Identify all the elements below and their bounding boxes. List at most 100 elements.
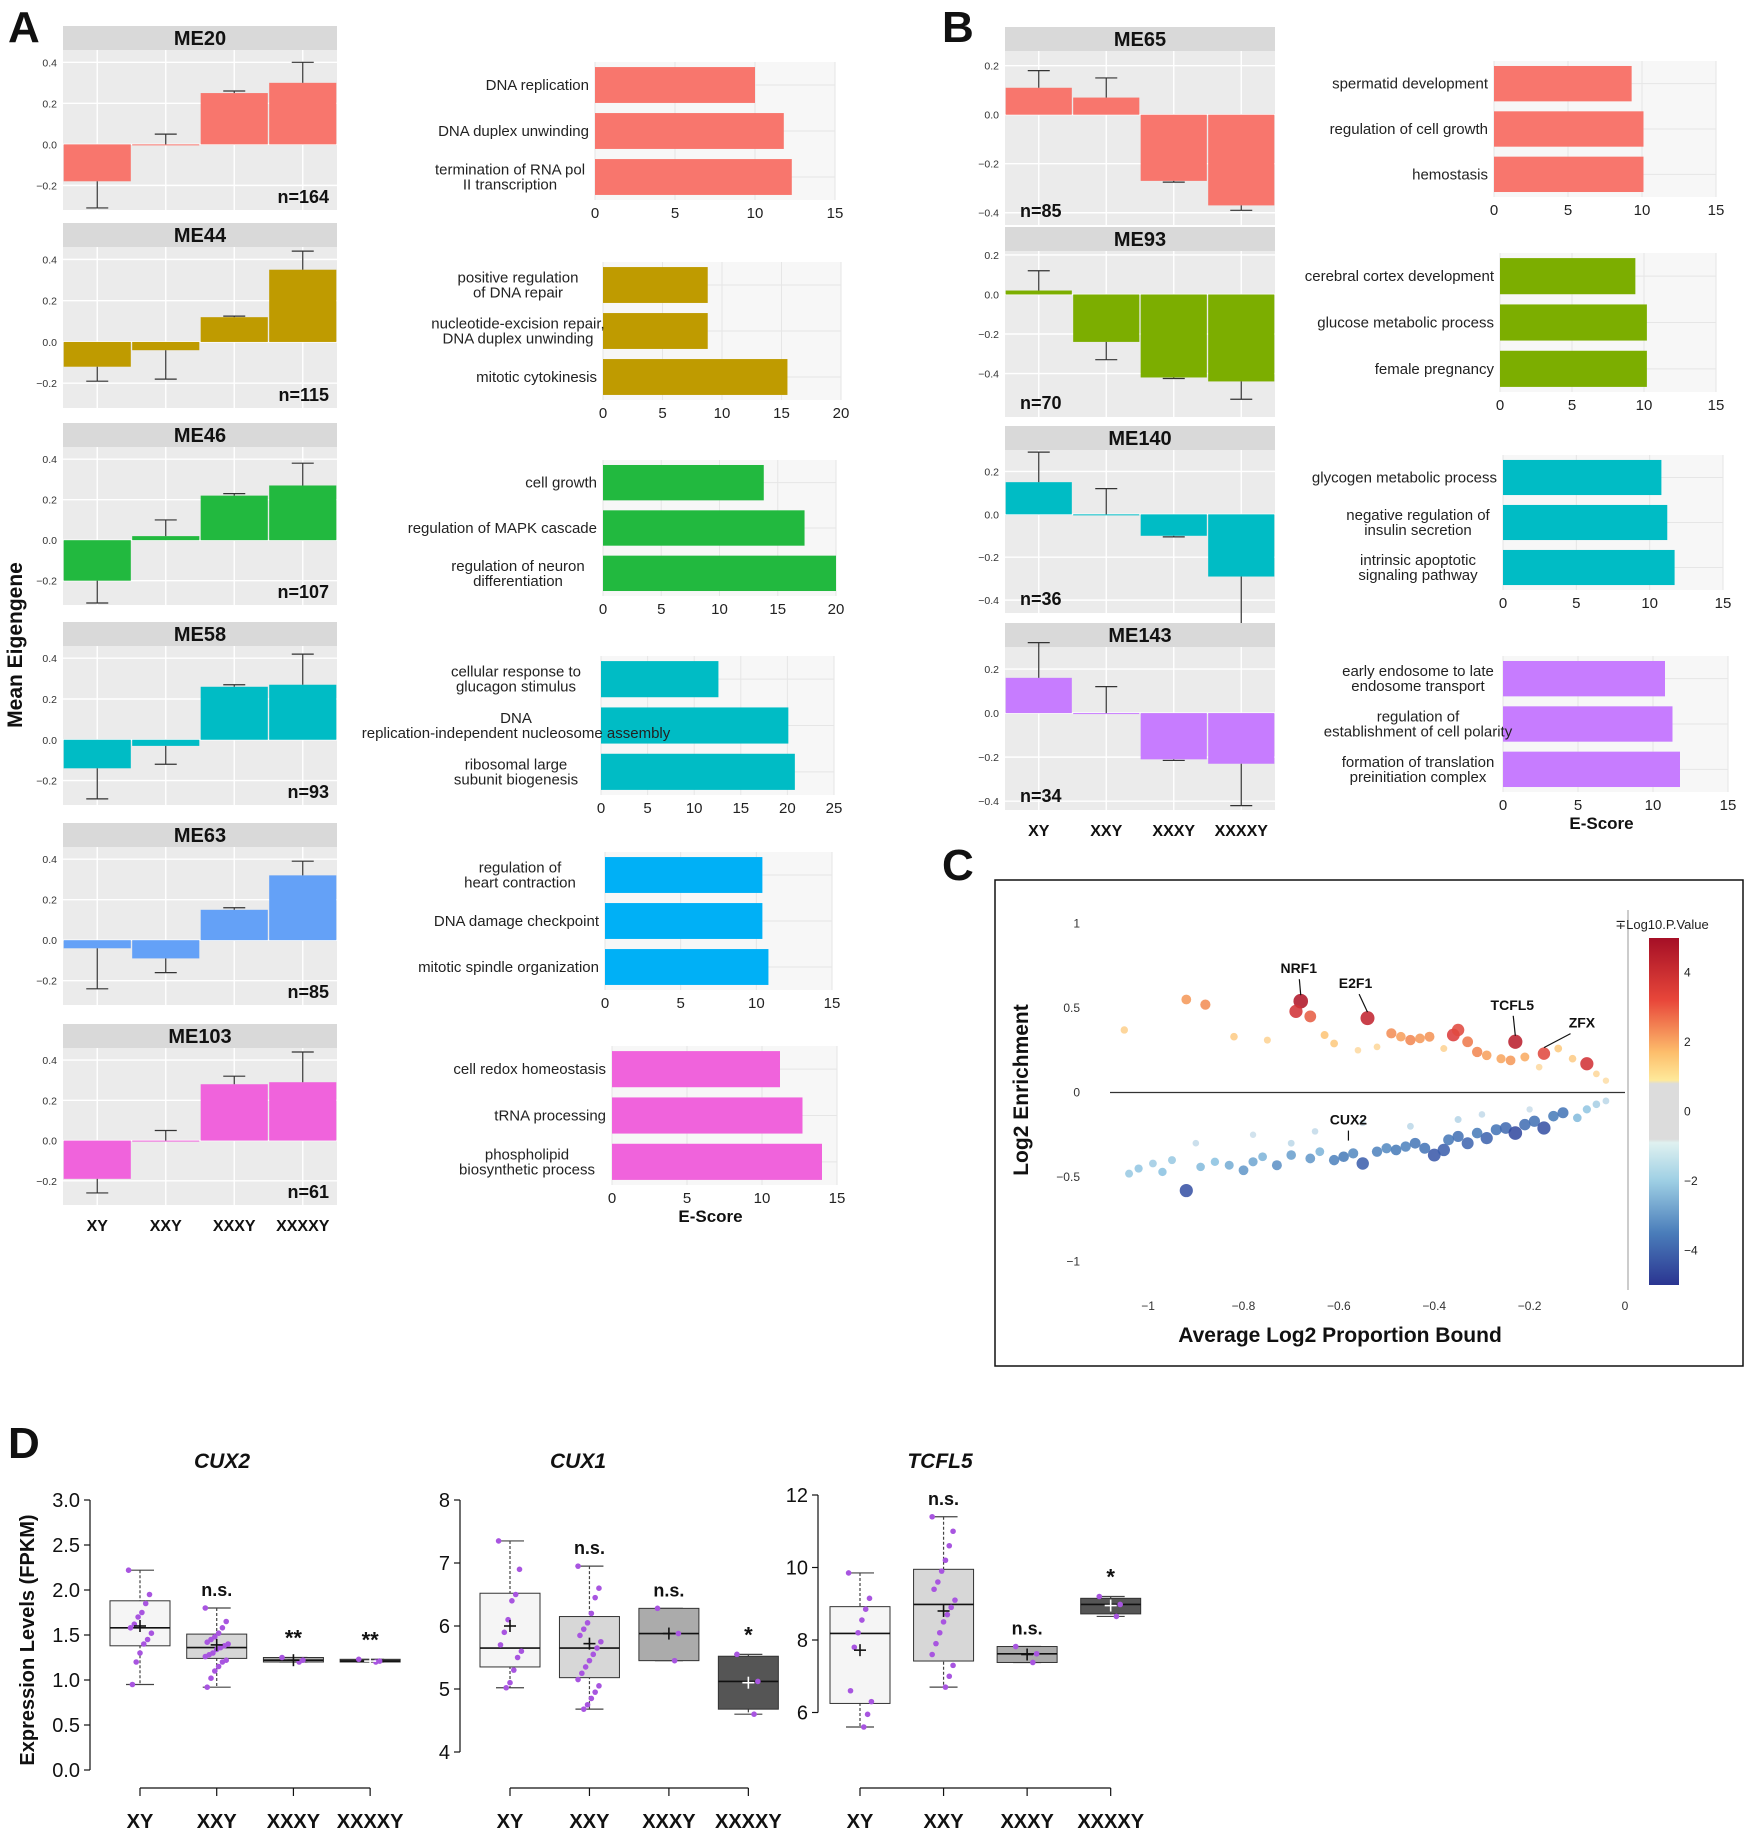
- go-term-label: phospholipid biosynthetic process: [459, 1146, 595, 1178]
- gene-label: TCFL5: [1491, 997, 1535, 1013]
- colorbar: [1649, 938, 1679, 1285]
- go-term-label: hemostasis: [1412, 166, 1488, 183]
- facet-title: ME63: [174, 825, 226, 847]
- go-term-label: glycogen metabolic process: [1312, 470, 1497, 487]
- bar: [1494, 156, 1644, 193]
- bar: [1503, 706, 1673, 742]
- colorbar-tick-label: 0: [1684, 1105, 1691, 1119]
- y-tick-label: 0.0: [984, 110, 999, 122]
- data-point: [373, 1659, 379, 1665]
- go-term-label-line: nucleotide-excision repair,: [431, 316, 604, 333]
- x-tick-label: 0: [1499, 797, 1507, 814]
- y-tick-label: 0.4: [42, 57, 57, 69]
- y-tick-label: −1: [1066, 1255, 1080, 1269]
- y-tick-label: 3.0: [52, 1490, 80, 1512]
- x-category-label: XY: [497, 1811, 524, 1833]
- bar: [1005, 677, 1072, 714]
- x-tick-label: 0: [591, 205, 599, 222]
- scatter-point: [1315, 1147, 1325, 1157]
- y-tick-label: −0.2: [978, 752, 999, 764]
- bar: [63, 739, 131, 769]
- data-point: [142, 1600, 149, 1607]
- scatter-point: [1454, 1116, 1462, 1124]
- data-point: [202, 1605, 209, 1611]
- x-category-label: XXY: [924, 1811, 965, 1833]
- x-category-label: XXXY: [213, 1218, 256, 1235]
- scatter-point: [1508, 1034, 1523, 1049]
- go-term-label: formation of translation preinitiation co…: [1342, 754, 1495, 786]
- scatter-point: [1200, 999, 1211, 1010]
- data-point: [133, 1659, 139, 1665]
- module-size-label: n=61: [287, 1182, 329, 1202]
- significance-label: n.s.: [201, 1580, 232, 1600]
- data-point: [580, 1706, 587, 1712]
- x-tick-label: 10: [747, 205, 764, 222]
- facet-header: [63, 622, 337, 646]
- go-term-label: nucleotide-excision repair, DNA duplex un…: [431, 316, 604, 348]
- x-tick-label: 5: [657, 601, 665, 618]
- go-term-label: cerebral cortex development: [1305, 268, 1495, 285]
- scatter-point: [1490, 1124, 1502, 1136]
- eigengene-chart-me20: ME20 −0.2 0.0 0.2 0.4 n=164: [36, 26, 337, 210]
- go-term-label-line: preinitiation complex: [1350, 769, 1487, 786]
- y-tick-label: −0.2: [36, 378, 57, 390]
- x-tick-label: 15: [773, 405, 790, 422]
- data-point: [215, 1630, 222, 1636]
- data-point: [208, 1675, 214, 1681]
- x-category-label: XXXXY: [1215, 823, 1269, 840]
- scatter-point: [1354, 1046, 1362, 1054]
- charts-layer: ME20 −0.2 0.0 0.2 0.4 n=164 ME44 −0.2 0.0 0.2 0.4 n…: [17, 26, 1736, 1833]
- x-category-label: XY: [847, 1811, 874, 1833]
- gene-label: E2F1: [1339, 975, 1373, 991]
- scatter-point: [1582, 1105, 1591, 1114]
- data-point: [734, 1651, 740, 1658]
- x-tick-label: 0: [1622, 1299, 1629, 1313]
- y-tick-label: 0.0: [42, 535, 57, 547]
- scatter-point: [1371, 1146, 1383, 1157]
- y-tick-label: −0.4: [978, 595, 999, 607]
- go-term-label-line: positive regulation: [458, 270, 579, 287]
- facet-header: [63, 26, 337, 50]
- motif-enrichment-scatter: −1 −0.5 0 0.5 1 −1 −0.8 −0.6 −0.4 −0.2 0 Average Lo…: [1010, 910, 1709, 1347]
- x-tick-label: 20: [833, 405, 850, 422]
- x-tick-label: 5: [1568, 397, 1576, 414]
- data-point: [509, 1598, 515, 1604]
- data-point: [855, 1629, 861, 1636]
- x-category-label: XXXXY: [1077, 1811, 1144, 1833]
- y-tick-label: −0.2: [36, 1176, 57, 1188]
- panel-label-b: B: [942, 3, 974, 52]
- x-tick-label: 15: [1720, 797, 1737, 814]
- data-point: [861, 1724, 867, 1730]
- x-tick-label: 10: [1636, 397, 1653, 414]
- go-term-label-line: regulation of neuron: [451, 558, 584, 575]
- scatter-point: [1348, 1148, 1359, 1159]
- data-point: [503, 1684, 510, 1691]
- go-term-label: negative regulation of insulin secretion: [1346, 507, 1490, 539]
- scatter-point: [1249, 1131, 1257, 1138]
- bar: [1140, 294, 1207, 378]
- bar: [612, 1051, 780, 1088]
- data-point: [590, 1651, 597, 1658]
- x-tick-label: 0: [1496, 397, 1504, 414]
- significance-label: n.s.: [574, 1538, 605, 1558]
- bar: [1500, 258, 1636, 295]
- expression-boxplot-tcfl5: TCFL5 6 8 10 12 XY XXY n.s. XXXY n.s. XXXXY *: [786, 1450, 1145, 1833]
- data-point: [929, 1651, 935, 1658]
- data-point: [148, 1630, 155, 1636]
- go-term-label: cell redox homeostasis: [453, 1061, 606, 1078]
- bar: [603, 510, 805, 546]
- data-point: [594, 1645, 600, 1651]
- data-point: [862, 1606, 869, 1612]
- significance-label: n.s.: [928, 1489, 959, 1509]
- x-tick-label: 0: [599, 405, 607, 422]
- x-tick-label: 5: [1564, 202, 1572, 219]
- data-point: [125, 1567, 132, 1573]
- significance-label: *: [744, 1622, 753, 1647]
- scatter-point: [1196, 1162, 1205, 1172]
- data-point: [219, 1625, 226, 1631]
- data-point: [279, 1654, 285, 1661]
- significance-label: **: [362, 1627, 380, 1652]
- scatter-point: [1520, 1052, 1530, 1062]
- data-point: [355, 1656, 362, 1663]
- scatter-point: [1134, 1164, 1143, 1173]
